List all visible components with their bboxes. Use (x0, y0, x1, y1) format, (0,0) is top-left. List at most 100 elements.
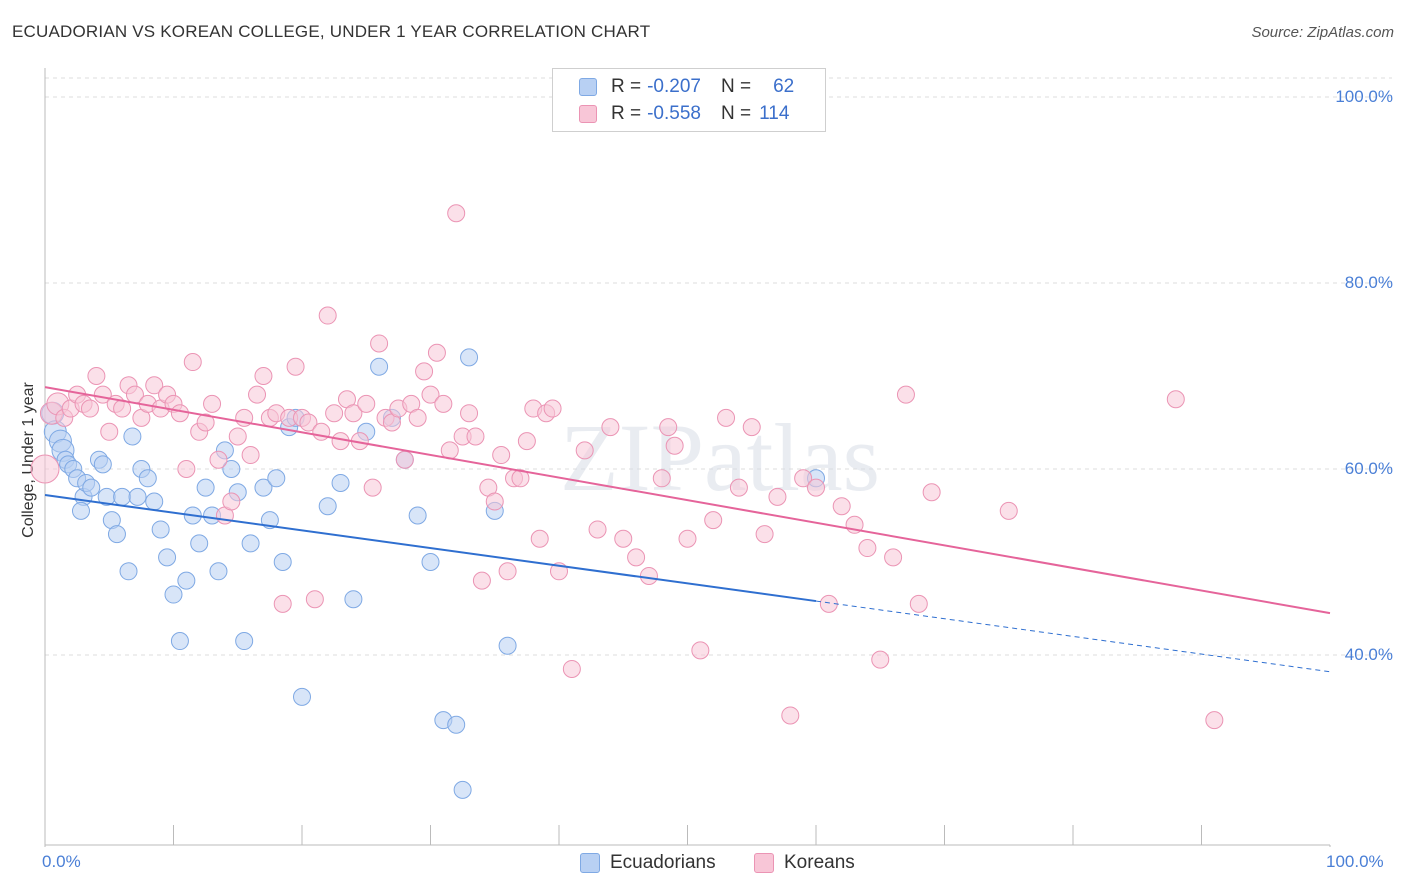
korean-point (691, 641, 710, 660)
korean-point (794, 469, 813, 488)
korean-point (665, 436, 684, 455)
korean-point (421, 385, 440, 404)
korean-point (755, 525, 774, 544)
y-tick-label: 60.0% (1344, 459, 1393, 478)
korean-point (228, 427, 247, 446)
korean-point (485, 492, 504, 511)
source-label: Source: ZipAtlas.com (1251, 24, 1394, 41)
korean-point (100, 422, 119, 441)
ecuadorian-point (293, 687, 311, 706)
korean-point (896, 385, 915, 404)
korean-point (871, 650, 890, 669)
korean-point (209, 450, 228, 469)
korean-point (286, 357, 305, 376)
ecuadorian-point (138, 469, 157, 488)
korean-point (639, 566, 658, 585)
y-tick-label: 40.0% (1344, 645, 1393, 664)
korean-point (742, 418, 761, 437)
ecuadorian-point (170, 632, 189, 651)
ecuadorian-point (460, 348, 479, 367)
ecuadorian-point (71, 501, 90, 520)
korean-point (562, 659, 581, 678)
korean-point (627, 548, 646, 567)
korean-point (248, 385, 267, 404)
ecuadorian-point (93, 455, 112, 474)
legend-swatch-koreans (579, 105, 597, 123)
ecuadorian-point (190, 534, 209, 553)
ecuadorian-point (123, 427, 142, 446)
ecuadorian-point (113, 487, 132, 506)
ecuadorian-point (151, 520, 170, 539)
korean-point (884, 548, 903, 567)
korean-point (909, 594, 928, 613)
korean-point (717, 408, 736, 427)
ecuadorian-point (318, 497, 337, 516)
korean-point (273, 594, 292, 613)
korean-point (601, 418, 620, 437)
ecuadorian-point (254, 478, 273, 497)
korean-point (177, 460, 196, 478)
x-tick-label-max: 100.0% (1326, 852, 1384, 871)
korean-point (254, 367, 273, 385)
korean-point (203, 394, 222, 413)
correlation-legend: R = -0.207 N = 62 R = -0.558 N = 114 (552, 68, 826, 132)
koreans-trendline (44, 386, 1331, 615)
korean-point (999, 501, 1018, 520)
ecuadorian-point (107, 525, 126, 544)
ecuadorian-point (447, 715, 466, 734)
legend-n-label: N = (720, 103, 752, 124)
ecuadorian-point (408, 506, 427, 525)
legend-swatch-ecuadorians (579, 78, 597, 96)
korean-point (363, 478, 382, 497)
korean-point (498, 562, 517, 581)
korean-point (768, 487, 787, 506)
korean-point (408, 408, 427, 427)
korean-point (704, 511, 723, 530)
korean-point (30, 454, 60, 484)
korean-point (427, 343, 446, 362)
legend-r-label: R = (611, 76, 642, 97)
bottom-legend-swatch-koreans (754, 853, 774, 873)
ecuadorian-point (241, 534, 260, 553)
korean-point (87, 367, 106, 385)
korean-point (460, 404, 479, 423)
ecuadorian-point (145, 492, 164, 511)
ecuadorian-point (82, 478, 101, 497)
korean-point (299, 413, 318, 432)
korean-point (170, 404, 189, 423)
korean-point (325, 404, 344, 423)
korean-point (1166, 390, 1185, 409)
korean-point (575, 441, 594, 460)
korean-point (678, 529, 697, 548)
korean-point (652, 469, 671, 488)
ecuadorian-point (273, 553, 292, 571)
korean-point (807, 478, 825, 497)
bottom-legend-koreans: Koreans (754, 852, 855, 874)
legend-r-value-ecuadorians: -0.207 (647, 76, 701, 97)
korean-point (781, 706, 800, 725)
ecuadorian-point (196, 478, 215, 497)
korean-point (145, 376, 164, 395)
y-tick-label: 80.0% (1344, 273, 1393, 292)
gridlines (45, 77, 1392, 656)
ecuadorian-point (235, 632, 254, 651)
korean-point (517, 432, 536, 451)
korean-point (434, 394, 453, 413)
korean-point (370, 334, 389, 353)
korean-point (729, 478, 748, 497)
korean-point (344, 404, 363, 423)
korean-point (241, 446, 260, 465)
chart-title: ECUADORIAN VS KOREAN COLLEGE, UNDER 1 YE… (12, 22, 651, 41)
korean-point (80, 399, 99, 418)
ecuadorian-point (370, 357, 389, 376)
korean-point (472, 571, 491, 590)
korean-point (357, 394, 376, 413)
korean-point (659, 418, 678, 437)
ecuadorian-point (421, 553, 440, 571)
legend-r-label: R = (611, 103, 642, 124)
bottom-legend-ecuadorians: Ecuadorians (580, 852, 716, 874)
ecuadorian-point (331, 473, 350, 492)
korean-point (196, 413, 215, 432)
korean-point (305, 590, 324, 609)
